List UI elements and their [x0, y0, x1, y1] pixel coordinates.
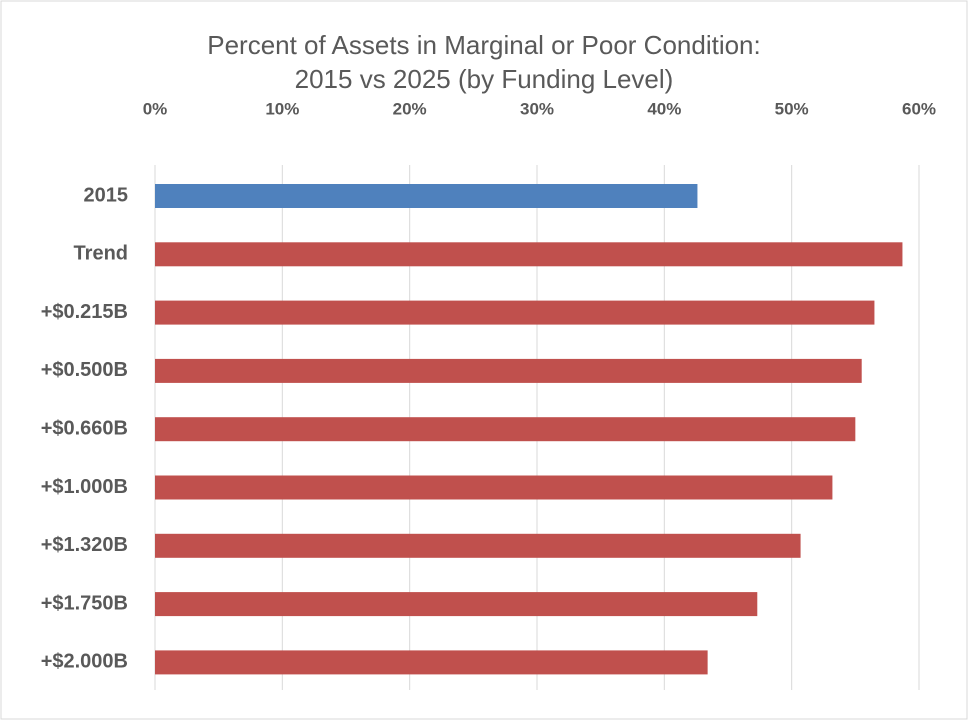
- bar: [155, 358, 862, 383]
- x-tick-label: 10%: [265, 99, 299, 118]
- y-tick-label: +$1.750B: [41, 592, 128, 614]
- bar: [155, 650, 708, 675]
- bar: [155, 184, 698, 208]
- y-tick-label: +$0.500B: [41, 359, 128, 381]
- chart-title: Percent of Assets in Marginal or Poor Co…: [207, 30, 761, 60]
- x-tick-label: 50%: [775, 99, 809, 118]
- bar: [155, 475, 833, 500]
- y-tick-label: Trend: [74, 243, 128, 265]
- x-tick-label: 40%: [647, 99, 681, 118]
- x-tick-label: 20%: [393, 99, 427, 118]
- bar: [155, 592, 758, 617]
- y-tick-label: +$0.215B: [41, 301, 128, 323]
- bar: [155, 417, 856, 442]
- bar: [155, 533, 801, 558]
- chart-title: 2015 vs 2025 (by Funding Level): [295, 64, 674, 94]
- y-tick-label: +$1.000B: [41, 476, 128, 498]
- bar: [155, 242, 903, 267]
- x-tick-label: 60%: [902, 99, 936, 118]
- y-tick-label: +$1.320B: [41, 534, 128, 556]
- x-tick-label: 30%: [520, 99, 554, 118]
- y-tick-label: 2015: [84, 184, 129, 206]
- x-tick-label: 0%: [143, 99, 168, 118]
- bar: [155, 300, 875, 325]
- y-tick-label: +$2.000B: [41, 651, 128, 673]
- y-tick-label: +$0.660B: [41, 417, 128, 439]
